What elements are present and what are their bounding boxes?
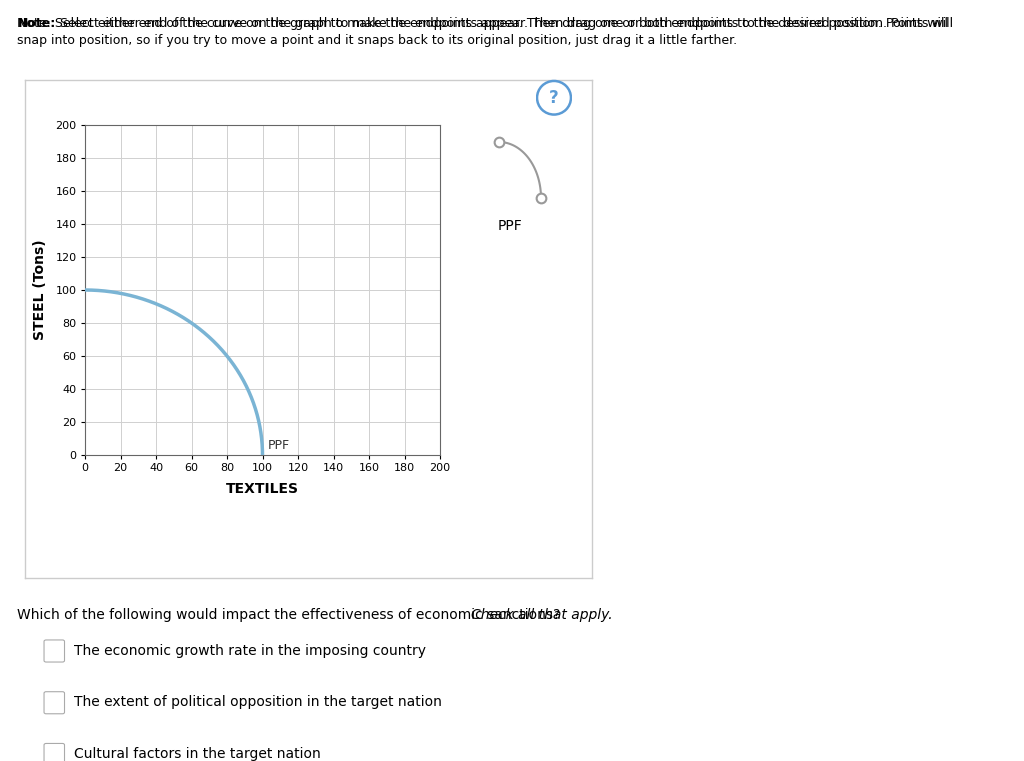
Circle shape bbox=[537, 81, 571, 115]
Text: Select either end of the curve on the graph to make the endpoints appear. Then d: Select either end of the curve on the gr… bbox=[56, 17, 953, 30]
Text: snap into position, so if you try to move a point and it snaps back to its origi: snap into position, so if you try to mov… bbox=[17, 34, 737, 47]
Text: Check all that apply.: Check all that apply. bbox=[471, 608, 612, 622]
Text: ?: ? bbox=[549, 89, 559, 107]
Text: Which of the following would impact the effectiveness of economic sanctions?: Which of the following would impact the … bbox=[17, 608, 565, 622]
Y-axis label: STEEL (Tons): STEEL (Tons) bbox=[33, 240, 47, 340]
Text: PPF: PPF bbox=[498, 219, 522, 233]
Text: Note:: Note: bbox=[17, 17, 55, 30]
Text: Cultural factors in the target nation: Cultural factors in the target nation bbox=[74, 747, 321, 761]
X-axis label: TEXTILES: TEXTILES bbox=[226, 482, 299, 495]
Text: PPF: PPF bbox=[268, 438, 290, 452]
Text: Note: Select either end of the curve on the graph to make the endpoints appear. : Note: Select either end of the curve on … bbox=[17, 17, 948, 30]
Text: The extent of political opposition in the target nation: The extent of political opposition in th… bbox=[74, 696, 441, 709]
Text: The economic growth rate in the imposing country: The economic growth rate in the imposing… bbox=[74, 644, 426, 658]
